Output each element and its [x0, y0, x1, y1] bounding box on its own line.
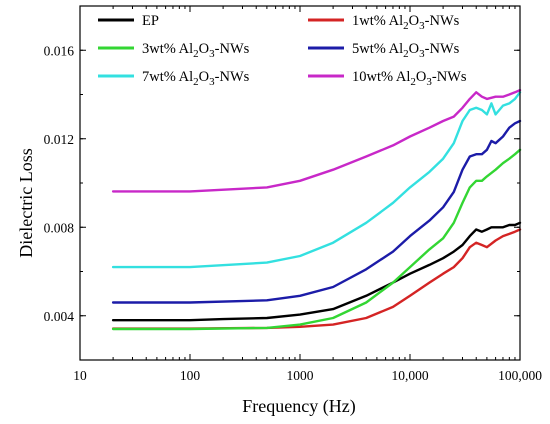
y-tick-label: 0.012 [44, 132, 74, 147]
series-line-5 [111, 88, 522, 193]
series-line-2 [111, 148, 522, 331]
legend-label-2: 3wt% Al2O3-NWs [142, 41, 250, 60]
x-axis-label: Frequency (Hz) [242, 396, 355, 417]
y-axis-label: Dielectric Loss [16, 148, 36, 257]
y-tick-label: 0.016 [44, 43, 75, 58]
legend-label-1: 1wt% Al2O3-NWs [352, 13, 460, 32]
plot-border [79, 5, 521, 361]
series-line-4 [111, 91, 522, 269]
plot-frame [79, 5, 521, 361]
legend-label-3: 5wt% Al2O3-NWs [352, 41, 460, 60]
legend-label-4: 7wt% Al2O3-NWs [142, 69, 250, 88]
x-tick-label: 10 [73, 368, 87, 383]
x-tick-label: 1000 [287, 368, 314, 383]
series-line-0 [111, 221, 522, 322]
legend-label-0: EP [142, 13, 159, 29]
series-line-1 [111, 228, 522, 330]
chart-axes: 10 100 1000 10,000 100,000 0.004 0.008 0.012 0.0… [44, 5, 542, 383]
series-line-3 [111, 119, 522, 304]
x-tick-label: 10,000 [391, 368, 428, 383]
legend-label-5: 10wt% Al2O3-NWs [352, 69, 467, 88]
x-tick-label: 100 [180, 368, 201, 383]
x-tick-label: 100,000 [498, 368, 542, 383]
y-tick-label: 0.004 [44, 309, 75, 324]
chart-series-lines [111, 88, 522, 331]
y-tick-label: 0.008 [44, 220, 75, 235]
legend: EP 1wt% Al2O3-NWs 3wt% Al2O3-NWs 5wt% Al2O3… [98, 13, 467, 88]
